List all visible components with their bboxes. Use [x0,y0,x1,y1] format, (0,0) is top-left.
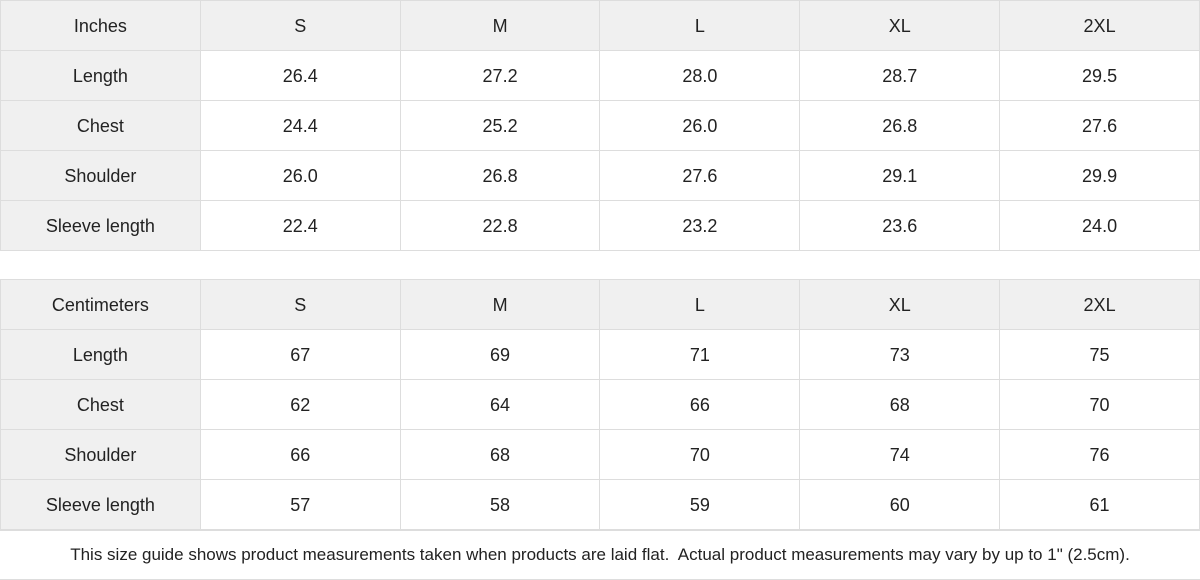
size-column-header-2xl: 2XL [999,279,1200,330]
measurement-label-cell: Length [0,50,201,101]
measurement-value-cell: 60 [799,479,1001,530]
measurement-value-cell: 28.7 [799,50,1001,101]
measurement-value-cell: 26.0 [199,150,401,201]
measurement-label-cell: Chest [0,379,201,430]
measurement-value-cell: 29.9 [999,150,1200,201]
table-row-shoulder: Shoulder 66 68 70 74 76 [0,429,1200,480]
size-column-header-s: S [199,0,401,51]
measurement-value-cell: 26.8 [399,150,601,201]
table-row-chest: Chest 62 64 66 68 70 [0,379,1200,430]
size-column-header-xl: XL [799,279,1001,330]
measurement-value-cell: 67 [199,329,401,380]
measurement-value-cell: 25.2 [399,100,601,151]
footer-note: This size guide shows product measuremen… [0,530,1200,580]
measurement-value-cell: 57 [199,479,401,530]
measurement-value-cell: 74 [799,429,1001,480]
size-column-header-2xl: 2XL [999,0,1200,51]
measurement-value-cell: 66 [199,429,401,480]
size-column-header-l: L [599,0,801,51]
table-row-chest: Chest 24.4 25.2 26.0 26.8 27.6 [0,100,1200,151]
measurement-value-cell: 68 [399,429,601,480]
measurement-value-cell: 27.2 [399,50,601,101]
measurement-value-cell: 70 [599,429,801,480]
table-header-row: Inches S M L XL 2XL [0,0,1200,51]
measurement-value-cell: 73 [799,329,1001,380]
measurement-label-cell: Sleeve length [0,479,201,530]
measurement-label-cell: Chest [0,100,201,151]
table-row-shoulder: Shoulder 26.0 26.8 27.6 29.1 29.9 [0,150,1200,201]
table-row-length: Length 67 69 71 73 75 [0,329,1200,380]
measurement-value-cell: 29.5 [999,50,1200,101]
size-column-header-xl: XL [799,0,1001,51]
measurement-value-cell: 71 [599,329,801,380]
measurement-value-cell: 26.8 [799,100,1001,151]
size-column-header-m: M [399,0,601,51]
measurement-value-cell: 64 [399,379,601,430]
measurement-value-cell: 59 [599,479,801,530]
measurement-value-cell: 27.6 [599,150,801,201]
size-column-header-m: M [399,279,601,330]
table-gap [0,251,1200,279]
table-row-length: Length 26.4 27.2 28.0 28.7 29.5 [0,50,1200,101]
size-table-centimeters: Centimeters S M L XL 2XL Length 67 69 71… [0,279,1200,530]
measurement-value-cell: 23.6 [799,200,1001,251]
measurement-value-cell: 58 [399,479,601,530]
measurement-value-cell: 24.0 [999,200,1200,251]
measurement-value-cell: 24.4 [199,100,401,151]
unit-header-cell: Centimeters [0,279,201,330]
measurement-value-cell: 68 [799,379,1001,430]
measurement-label-cell: Shoulder [0,429,201,480]
measurement-value-cell: 29.1 [799,150,1001,201]
measurement-value-cell: 62 [199,379,401,430]
measurement-value-cell: 75 [999,329,1200,380]
table-header-row: Centimeters S M L XL 2XL [0,279,1200,330]
measurement-value-cell: 26.4 [199,50,401,101]
measurement-label-cell: Sleeve length [0,200,201,251]
size-column-header-l: L [599,279,801,330]
measurement-value-cell: 26.0 [599,100,801,151]
measurement-label-cell: Length [0,329,201,380]
measurement-value-cell: 22.8 [399,200,601,251]
unit-header-cell: Inches [0,0,201,51]
measurement-value-cell: 69 [399,329,601,380]
table-row-sleeve-length: Sleeve length 22.4 22.8 23.2 23.6 24.0 [0,200,1200,251]
measurement-value-cell: 23.2 [599,200,801,251]
table-row-sleeve-length: Sleeve length 57 58 59 60 61 [0,479,1200,530]
measurement-value-cell: 66 [599,379,801,430]
measurement-value-cell: 28.0 [599,50,801,101]
measurement-value-cell: 70 [999,379,1200,430]
size-table-inches: Inches S M L XL 2XL Length 26.4 27.2 28.… [0,0,1200,251]
measurement-value-cell: 27.6 [999,100,1200,151]
measurement-label-cell: Shoulder [0,150,201,201]
measurement-value-cell: 76 [999,429,1200,480]
measurement-value-cell: 22.4 [199,200,401,251]
size-column-header-s: S [199,279,401,330]
measurement-value-cell: 61 [999,479,1200,530]
